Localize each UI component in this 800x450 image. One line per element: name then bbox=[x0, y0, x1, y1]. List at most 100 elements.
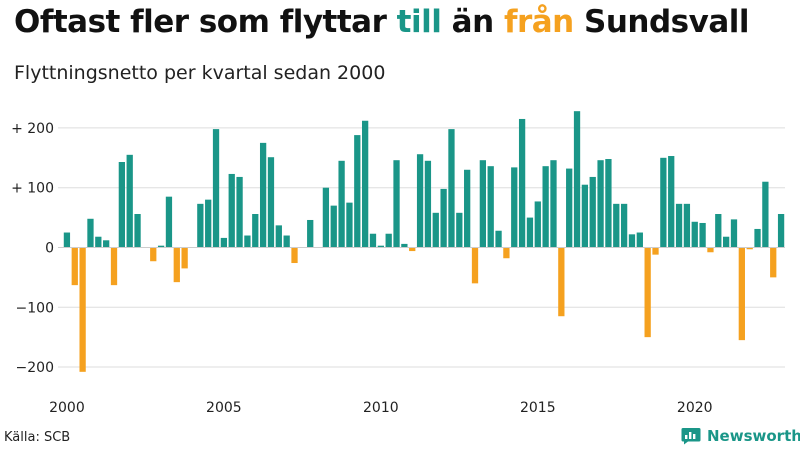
bar bbox=[338, 160, 345, 248]
bar bbox=[416, 154, 424, 248]
bar bbox=[275, 225, 282, 248]
bar bbox=[597, 160, 604, 248]
bar bbox=[424, 160, 432, 248]
bar bbox=[385, 233, 392, 248]
brand-logo: Newsworthy bbox=[681, 427, 800, 445]
bar bbox=[456, 212, 463, 248]
bar bbox=[307, 219, 314, 248]
bar bbox=[487, 166, 494, 248]
y-axis: + 200 + 100 0 −100 −200 bbox=[11, 121, 54, 376]
bar bbox=[566, 168, 573, 248]
bar bbox=[252, 214, 259, 248]
bar bbox=[620, 203, 628, 248]
bar bbox=[605, 159, 612, 248]
x-tick-label: 2020 bbox=[677, 400, 713, 416]
bar bbox=[573, 111, 581, 248]
bar bbox=[409, 247, 416, 252]
newsworthy-logo-icon bbox=[681, 428, 701, 445]
x-axis: 2000 2005 2010 2015 2020 bbox=[49, 400, 712, 416]
bar bbox=[79, 247, 86, 372]
chart-title: Oftast fler som flyttar till än från Sun… bbox=[14, 4, 750, 40]
title-positive-word: till bbox=[396, 4, 442, 40]
bar bbox=[730, 219, 738, 248]
x-tick-label: 2015 bbox=[520, 400, 556, 416]
bar bbox=[770, 247, 777, 278]
y-tick-label: 0 bbox=[45, 240, 54, 256]
bar bbox=[95, 236, 102, 248]
bar bbox=[322, 187, 330, 248]
bar bbox=[330, 205, 337, 248]
bar bbox=[518, 118, 526, 248]
bar bbox=[589, 176, 596, 248]
bar bbox=[581, 184, 589, 248]
x-tick-label: 2000 bbox=[49, 400, 85, 416]
bar bbox=[628, 234, 636, 248]
y-tick-label: −200 bbox=[16, 360, 54, 376]
chart-subtitle: Flyttningsnetto per kvartal sedan 2000 bbox=[14, 62, 386, 84]
bar bbox=[526, 217, 534, 248]
bar bbox=[754, 228, 761, 248]
bar bbox=[283, 235, 290, 248]
bar bbox=[267, 157, 275, 248]
title-post: Sundsvall bbox=[573, 4, 750, 40]
bar bbox=[212, 129, 220, 248]
bar bbox=[197, 203, 204, 248]
bar bbox=[150, 247, 157, 262]
bar bbox=[542, 166, 549, 248]
bar bbox=[134, 214, 141, 248]
bar bbox=[71, 247, 78, 286]
bar bbox=[636, 232, 643, 248]
bar bbox=[87, 218, 94, 248]
source-note: Källa: SCB bbox=[4, 430, 71, 445]
bar bbox=[534, 201, 541, 248]
bar bbox=[471, 247, 479, 284]
bar bbox=[401, 243, 408, 248]
y-tick-label: + 100 bbox=[11, 181, 54, 197]
bar bbox=[432, 212, 439, 248]
bar bbox=[157, 245, 165, 248]
bar bbox=[362, 120, 369, 248]
bar bbox=[244, 235, 251, 248]
bar bbox=[354, 135, 361, 248]
bar bbox=[205, 199, 212, 248]
bar bbox=[377, 245, 384, 248]
bar bbox=[699, 222, 706, 248]
bar bbox=[683, 203, 691, 248]
bar bbox=[369, 233, 377, 248]
bar bbox=[181, 247, 188, 269]
bar bbox=[103, 240, 110, 248]
bar bbox=[746, 247, 753, 250]
bar bbox=[738, 247, 745, 341]
bar bbox=[675, 203, 683, 248]
bar bbox=[644, 247, 651, 338]
bar bbox=[503, 247, 510, 259]
title-negative-word: från bbox=[503, 4, 574, 40]
bar bbox=[448, 129, 455, 248]
bar bbox=[511, 167, 518, 248]
x-tick-label: 2005 bbox=[206, 400, 242, 416]
x-tick-label: 2010 bbox=[363, 400, 399, 416]
bar bbox=[228, 173, 235, 248]
bar bbox=[393, 160, 400, 248]
brand-name: Newsworthy bbox=[707, 427, 800, 445]
bar bbox=[723, 236, 730, 248]
bar bbox=[691, 221, 698, 248]
bar bbox=[173, 247, 180, 283]
bar bbox=[777, 214, 785, 248]
bar bbox=[660, 157, 667, 248]
bar bbox=[479, 160, 486, 248]
bar bbox=[464, 169, 471, 248]
bar bbox=[110, 247, 118, 286]
bar bbox=[668, 156, 675, 248]
bar bbox=[762, 181, 769, 248]
bars-layer bbox=[63, 111, 785, 372]
bar bbox=[707, 247, 714, 253]
bar bbox=[259, 142, 267, 248]
y-tick-label: + 200 bbox=[11, 121, 54, 137]
title-pre: Oftast fler som flyttar bbox=[14, 4, 397, 40]
bar bbox=[126, 154, 133, 248]
bar bbox=[291, 247, 298, 264]
bar bbox=[495, 230, 502, 248]
